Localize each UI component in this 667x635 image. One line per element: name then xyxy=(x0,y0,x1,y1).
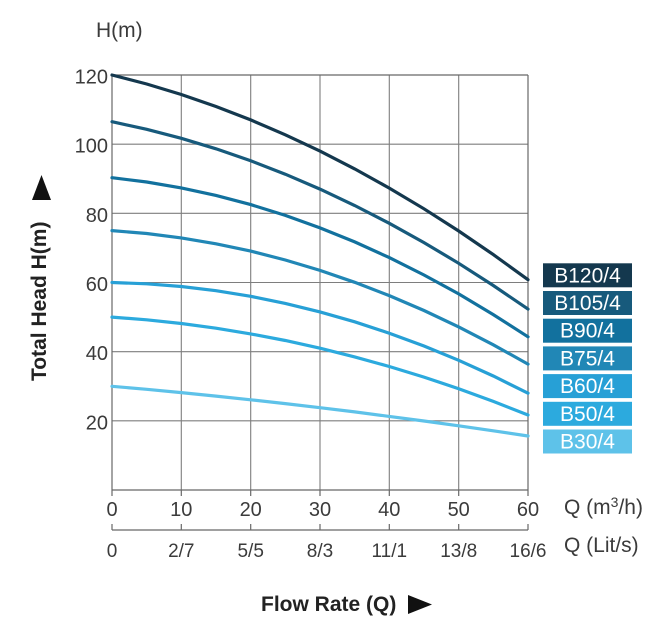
svg-text:H(m): H(m) xyxy=(96,19,143,42)
svg-text:0: 0 xyxy=(107,541,118,562)
svg-text:80: 80 xyxy=(86,205,108,227)
svg-text:60: 60 xyxy=(86,274,108,296)
svg-text:Q (m3/h): Q (m3/h) xyxy=(564,494,643,519)
svg-text:B90/4: B90/4 xyxy=(560,320,615,343)
svg-text:B60/4: B60/4 xyxy=(560,375,615,398)
svg-text:B120/4: B120/4 xyxy=(554,264,621,287)
svg-text:0: 0 xyxy=(106,499,117,521)
svg-text:50: 50 xyxy=(448,499,470,521)
svg-text:Flow Rate (Q): Flow Rate (Q) xyxy=(261,593,396,616)
svg-text:B105/4: B105/4 xyxy=(554,292,621,315)
svg-text:40: 40 xyxy=(86,343,108,365)
svg-text:40: 40 xyxy=(378,499,400,521)
svg-text:16/6: 16/6 xyxy=(510,541,547,562)
svg-text:13/8: 13/8 xyxy=(440,541,477,562)
svg-text:120: 120 xyxy=(75,67,108,89)
svg-text:2/7: 2/7 xyxy=(168,541,194,562)
svg-text:5/5: 5/5 xyxy=(237,541,263,562)
svg-text:100: 100 xyxy=(75,136,108,158)
svg-text:B50/4: B50/4 xyxy=(560,403,615,426)
svg-text:B75/4: B75/4 xyxy=(560,347,615,370)
svg-text:20: 20 xyxy=(86,412,108,434)
svg-text:60: 60 xyxy=(517,499,539,521)
svg-text:8/3: 8/3 xyxy=(307,541,333,562)
svg-text:B30/4: B30/4 xyxy=(560,431,615,454)
svg-text:11/1: 11/1 xyxy=(372,541,408,562)
svg-text:20: 20 xyxy=(240,499,262,521)
svg-text:Total Head H(m): Total Head H(m) xyxy=(28,222,51,381)
svg-text:Q (Lit/s): Q (Lit/s) xyxy=(564,534,639,557)
svg-text:10: 10 xyxy=(170,499,192,521)
svg-text:30: 30 xyxy=(309,499,331,521)
